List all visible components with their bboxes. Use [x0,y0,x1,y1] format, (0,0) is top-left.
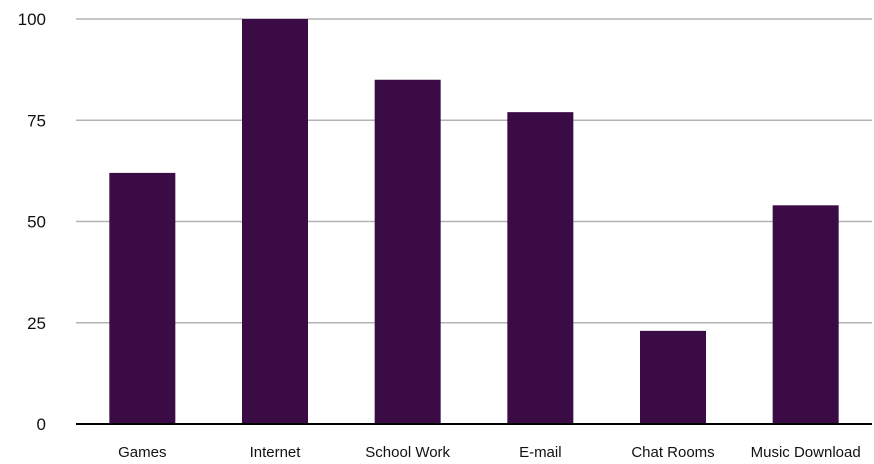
y-tick-label-75: 75 [27,111,46,130]
x-category-label: Music Download [751,444,861,461]
y-tick-label-50: 50 [27,213,46,232]
bar-games [109,172,176,424]
y-tick-label-25: 25 [27,314,46,333]
y-tick-label-0: 0 [37,415,46,434]
y-tick-label-100: 100 [18,10,46,29]
bar-chat-rooms [640,330,706,424]
bar-music-download [772,205,839,424]
gridlines [76,18,872,324]
x-category-label: Internet [250,444,302,461]
y-tick-labels: 0 25 50 75 100 [18,10,46,434]
x-category-label: Chat Rooms [631,444,714,461]
bar-e-mail [507,112,574,425]
x-category-labels: Games Internet School Work E-mail Chat Rooms… [118,444,861,461]
x-category-label: E-mail [519,444,562,461]
x-category-label: School Work [365,444,450,461]
bar-internet [242,19,308,424]
bar-school-work [374,79,441,424]
bars [109,19,839,425]
x-category-label: Games [118,444,166,461]
